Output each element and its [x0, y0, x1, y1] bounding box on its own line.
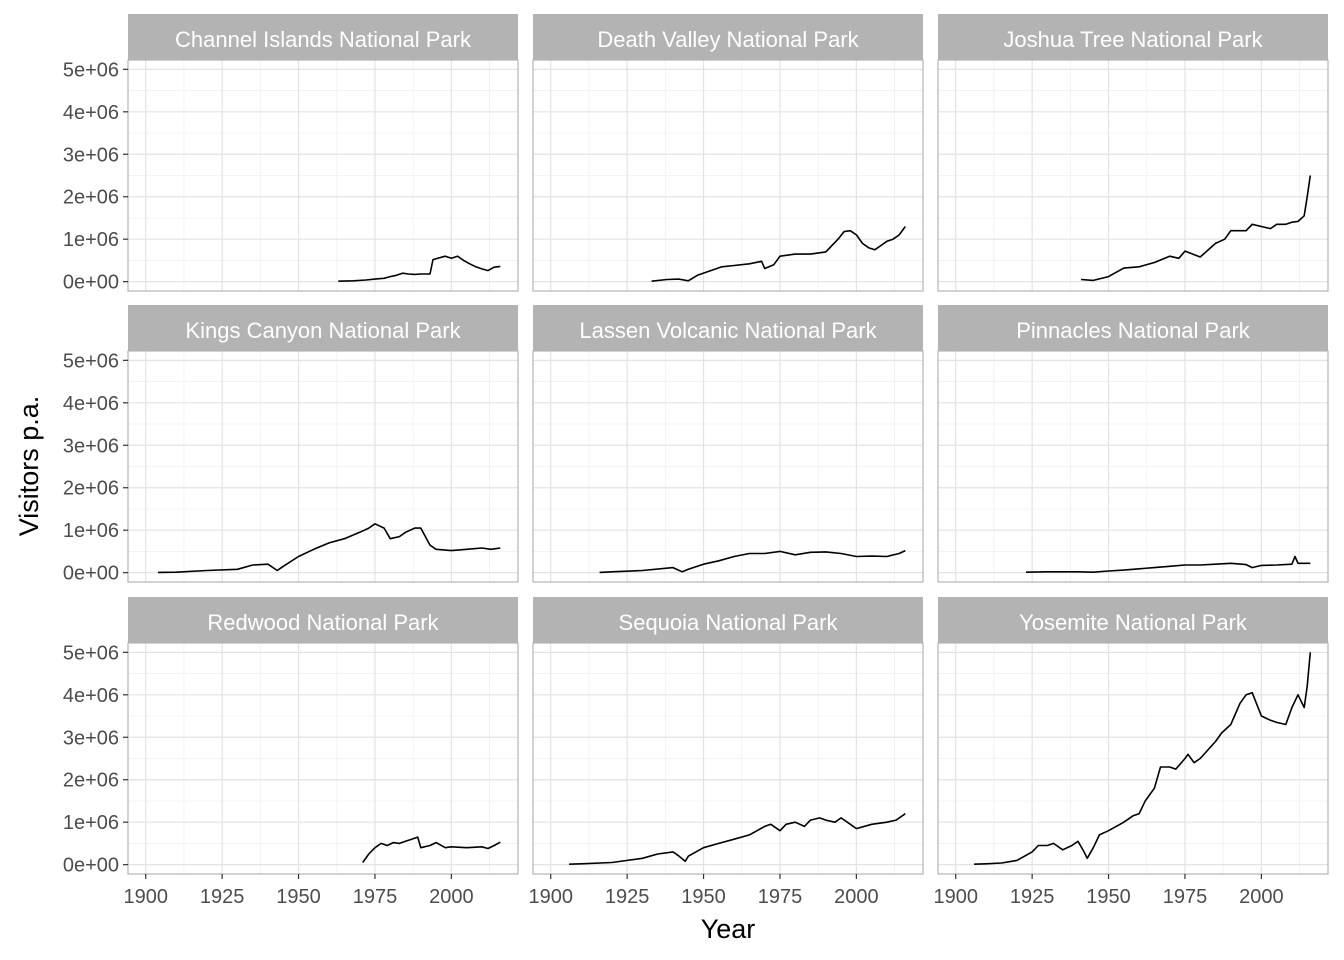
visitor-series-line: [362, 836, 501, 863]
y-tick-label: 0e+00: [63, 272, 119, 294]
visitor-series-line: [569, 813, 906, 865]
facet-strip-label: Pinnacles National Park: [1016, 318, 1251, 343]
facet-strip-label: Lassen Volcanic National Park: [579, 318, 877, 343]
facet-strip: [938, 14, 1328, 60]
y-tick-label: 3e+06: [63, 144, 119, 166]
facet-strip: [533, 597, 923, 643]
x-tick-label: 1925: [200, 886, 245, 908]
y-tick-label: 5e+06: [63, 350, 119, 372]
facet-strip: [938, 305, 1328, 351]
visitor-series-line: [599, 549, 906, 574]
visitor-series-line: [338, 255, 501, 282]
panel-border: [127, 59, 519, 292]
y-tick-label: 0e+00: [63, 855, 119, 877]
facet-strip-label: Channel Islands National Park: [175, 27, 472, 52]
panel-border: [937, 350, 1329, 583]
y-tick-label: 5e+06: [63, 642, 119, 664]
facet-strip-label: Sequoia National Park: [619, 610, 839, 635]
x-axis-title: Year: [701, 914, 756, 944]
visitor-series-line: [1025, 555, 1311, 574]
facet-strip: [128, 14, 518, 60]
facet-strip-label: Redwood National Park: [207, 610, 439, 635]
panel-border: [532, 350, 924, 583]
facet-panel: Lassen Volcanic National Park: [532, 305, 924, 583]
y-tick-label: 5e+06: [63, 59, 119, 81]
x-tick-label: 1975: [1163, 886, 1208, 908]
facet-strip-label: Kings Canyon National Park: [185, 318, 461, 343]
visitor-series-line: [974, 652, 1312, 865]
panel-border: [127, 642, 519, 875]
facet-strip: [533, 305, 923, 351]
x-tick-label: 1975: [353, 886, 398, 908]
facet-panel: Pinnacles National Park: [937, 305, 1329, 583]
panel-border: [532, 642, 924, 875]
panel-border: [937, 642, 1329, 875]
y-tick-label: 1e+06: [63, 229, 119, 251]
facet-strip-label: Death Valley National Park: [597, 27, 859, 52]
y-tick-label: 2e+06: [63, 187, 119, 209]
y-tick-label: 2e+06: [63, 478, 119, 500]
facet-strip: [533, 14, 923, 60]
y-tick-label: 2e+06: [63, 770, 119, 792]
x-tick-label: 1950: [681, 886, 726, 908]
y-tick-label: 3e+06: [63, 435, 119, 457]
facet-panel: Yosemite National Park: [937, 597, 1329, 875]
x-tick-label: 2000: [1239, 886, 1284, 908]
x-tick-label: 1975: [758, 886, 803, 908]
facet-panel: Kings Canyon National Park: [127, 305, 519, 583]
x-tick-label: 2000: [834, 886, 879, 908]
y-tick-label: 4e+06: [63, 685, 119, 707]
y-tick-label: 0e+00: [63, 563, 119, 585]
panel-border: [937, 59, 1329, 292]
facet-panel: Joshua Tree National Park: [937, 14, 1329, 292]
facet-panel: Sequoia National Park: [532, 597, 924, 875]
y-tick-label: 3e+06: [63, 727, 119, 749]
x-tick-label: 1925: [605, 886, 650, 908]
facet-strip-label: Joshua Tree National Park: [1003, 27, 1263, 52]
x-tick-label: 1950: [276, 886, 321, 908]
facet-panel: Channel Islands National Park: [127, 14, 519, 292]
panel-border: [532, 59, 924, 292]
facet-strip: [938, 597, 1328, 643]
facet-panel: Death Valley National Park: [532, 14, 924, 292]
facet-strip: [128, 597, 518, 643]
x-tick-label: 1950: [1086, 886, 1131, 908]
y-tick-label: 1e+06: [63, 812, 119, 834]
visitor-series-line: [1080, 175, 1312, 282]
facet-strip: [128, 305, 518, 351]
facet-panels: Channel Islands National Park Death Valle…: [127, 14, 1329, 875]
x-tick-label: 1925: [1010, 886, 1055, 908]
axes: 0e+00 1e+06 2e+06 3e+06 4e+06 5e+06 0e+00 1e+06…: [63, 59, 1284, 908]
visitor-series-line: [157, 522, 501, 574]
visitor-series-line: [651, 226, 906, 282]
x-tick-label: 1900: [528, 886, 573, 908]
y-tick-label: 1e+06: [63, 520, 119, 542]
panel-border: [127, 350, 519, 583]
y-tick-label: 4e+06: [63, 102, 119, 124]
y-tick-label: 4e+06: [63, 393, 119, 415]
facet-strip-label: Yosemite National Park: [1019, 610, 1248, 635]
x-tick-label: 1900: [123, 886, 168, 908]
x-tick-label: 1900: [933, 886, 978, 908]
y-axis-title: Visitors p.a.: [14, 396, 44, 537]
facet-panel: Redwood National Park: [127, 597, 519, 875]
x-tick-label: 2000: [429, 886, 474, 908]
